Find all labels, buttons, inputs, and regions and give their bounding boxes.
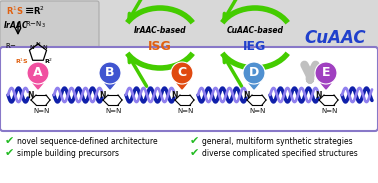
Text: N: N <box>316 91 322 100</box>
Text: ✔: ✔ <box>190 148 199 158</box>
Text: R$^{\rm 1}$S: R$^{\rm 1}$S <box>15 56 29 66</box>
Text: N: N <box>172 91 178 100</box>
Text: N: N <box>36 42 40 46</box>
Text: $\bf{\equiv}$: $\bf{\equiv}$ <box>22 6 34 16</box>
FancyArrowPatch shape <box>304 65 316 79</box>
Text: N=N: N=N <box>322 108 338 114</box>
Text: N=N: N=N <box>250 108 266 114</box>
Text: CuAAC-based: CuAAC-based <box>226 26 284 35</box>
Polygon shape <box>33 83 43 89</box>
Text: A: A <box>33 66 43 79</box>
Text: N: N <box>100 91 106 100</box>
Polygon shape <box>105 83 115 89</box>
Text: N=N: N=N <box>106 108 122 114</box>
Text: R$-$: R$-$ <box>5 42 17 51</box>
Text: N=N: N=N <box>178 108 194 114</box>
Text: D: D <box>249 66 259 79</box>
Text: B: B <box>105 66 115 79</box>
Text: N: N <box>28 91 34 100</box>
Text: ISG: ISG <box>148 40 172 53</box>
Text: R$^{\rm 1}$S: R$^{\rm 1}$S <box>6 5 24 17</box>
Text: N: N <box>244 91 250 100</box>
Text: N: N <box>29 45 34 50</box>
Polygon shape <box>321 83 331 89</box>
Text: ✔: ✔ <box>190 136 199 146</box>
Text: E: E <box>322 66 330 79</box>
Text: R$^{\rm 2}$: R$^{\rm 2}$ <box>33 5 45 17</box>
Text: N: N <box>42 45 46 50</box>
Ellipse shape <box>315 62 337 84</box>
Text: diverse complicated specified structures: diverse complicated specified structures <box>202 148 358 158</box>
Ellipse shape <box>171 62 193 84</box>
Ellipse shape <box>99 62 121 84</box>
Text: $\bfit{IrAAC}$: $\bfit{IrAAC}$ <box>3 20 29 31</box>
Polygon shape <box>177 83 187 89</box>
Text: ✔: ✔ <box>5 136 14 146</box>
Ellipse shape <box>243 62 265 84</box>
Text: CuAAC: CuAAC <box>304 29 366 47</box>
Polygon shape <box>249 83 259 89</box>
Ellipse shape <box>27 62 49 84</box>
FancyBboxPatch shape <box>0 47 378 131</box>
Text: simple building precursors: simple building precursors <box>17 148 119 158</box>
FancyBboxPatch shape <box>0 1 99 92</box>
Text: novel sequence-defined architecture: novel sequence-defined architecture <box>17 137 158 145</box>
Text: R$^{\rm 2}$: R$^{\rm 2}$ <box>44 56 53 66</box>
Text: IrAAC-based: IrAAC-based <box>134 26 186 35</box>
Text: general, multiform synthetic strategies: general, multiform synthetic strategies <box>202 137 353 145</box>
Text: ✔: ✔ <box>5 148 14 158</box>
Text: R$-$N$_3$: R$-$N$_3$ <box>25 20 46 30</box>
Text: IEG: IEG <box>243 40 266 53</box>
Text: C: C <box>177 66 187 79</box>
Text: N=N: N=N <box>34 108 50 114</box>
Bar <box>0 0 378 93</box>
